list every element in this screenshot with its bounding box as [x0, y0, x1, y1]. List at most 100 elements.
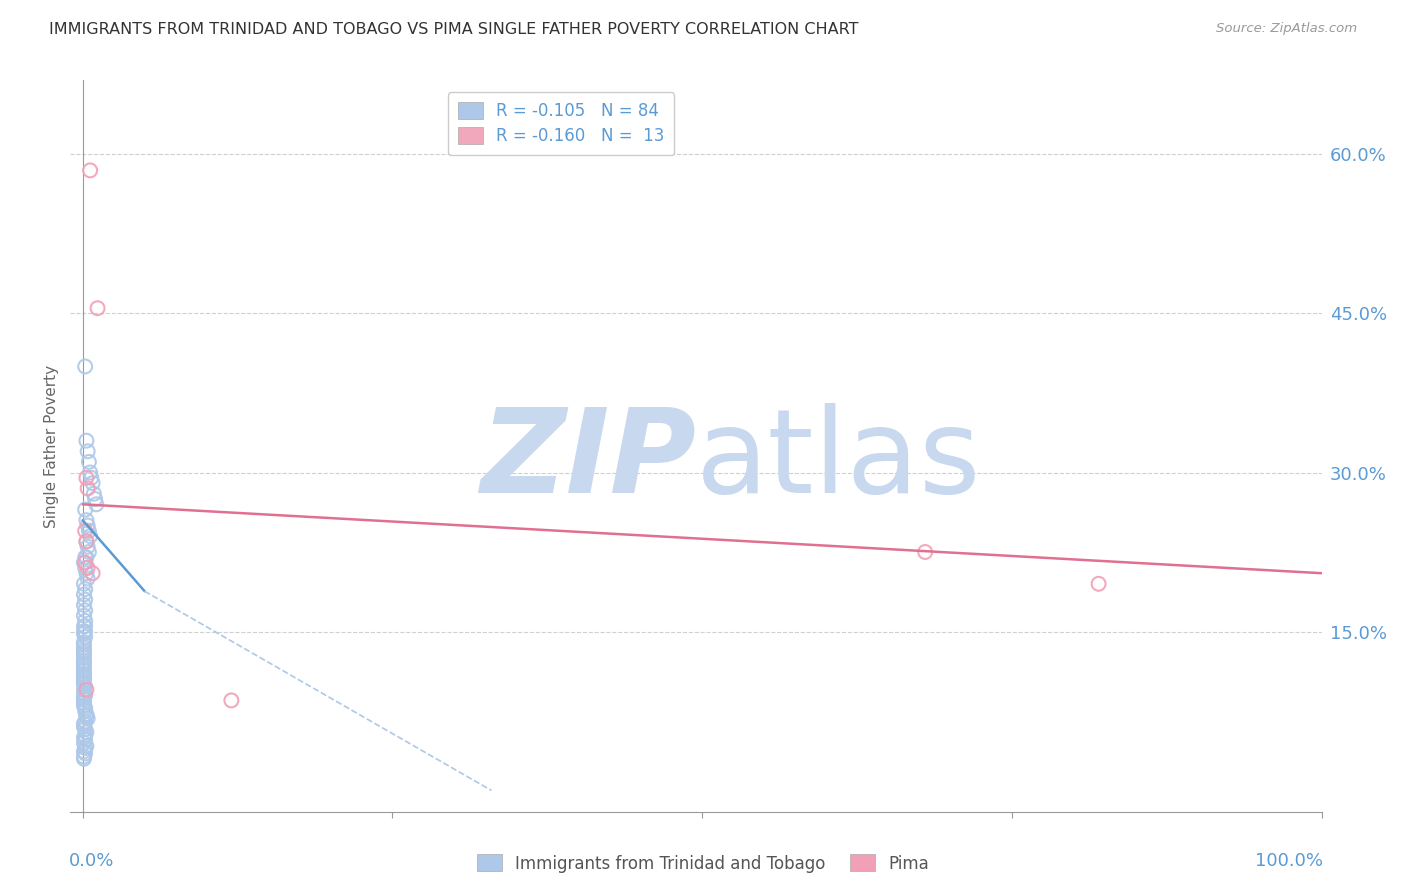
Point [75, 359, 97, 374]
Point [79, 163, 101, 178]
Point [73, 690, 96, 705]
Point [73, 673, 96, 688]
Point [75, 550, 97, 565]
Point [73, 624, 96, 639]
Point [75, 722, 97, 736]
Point [75, 682, 97, 697]
Point [73, 736, 96, 750]
Point [73, 643, 96, 657]
Point [73, 619, 96, 633]
Point [73, 671, 96, 685]
Point [75, 603, 97, 617]
Point [75, 592, 97, 607]
Point [73, 677, 96, 691]
Point [75, 725, 97, 739]
Point [75, 434, 97, 448]
Point [1087, 576, 1109, 591]
Point [79, 529, 101, 543]
Point [73, 662, 96, 676]
Point [73, 657, 96, 671]
Point [73, 720, 96, 734]
Point [73, 675, 96, 690]
Point [914, 545, 936, 559]
Point [75, 561, 97, 575]
Point [76, 482, 98, 496]
Point [73, 667, 96, 681]
Point [82, 476, 104, 491]
Point [75, 680, 97, 694]
Point [82, 566, 104, 581]
Text: ZIP: ZIP [479, 403, 696, 518]
Point [83, 486, 105, 500]
Point [84, 491, 107, 506]
Point [75, 704, 97, 718]
Point [73, 664, 96, 678]
Point [75, 741, 97, 756]
Text: 0.0%: 0.0% [69, 852, 114, 870]
Point [73, 651, 96, 665]
Point [75, 471, 97, 485]
Point [75, 619, 97, 633]
Point [76, 518, 98, 533]
Point [86, 497, 108, 511]
Point [75, 550, 97, 565]
Point [73, 731, 96, 745]
Point [75, 534, 97, 549]
Point [75, 502, 97, 516]
Point [73, 646, 96, 660]
Point [75, 739, 97, 753]
Point [73, 640, 96, 655]
Point [75, 728, 97, 742]
Point [73, 626, 96, 640]
Point [73, 608, 96, 623]
Text: atlas: atlas [696, 403, 981, 518]
Point [75, 624, 97, 639]
Point [76, 540, 98, 554]
Point [73, 752, 96, 766]
Y-axis label: Single Father Poverty: Single Father Poverty [44, 365, 59, 527]
Point [73, 658, 96, 673]
Point [73, 576, 96, 591]
Point [73, 648, 96, 662]
Point [73, 698, 96, 713]
Point [75, 630, 97, 644]
Point [73, 716, 96, 731]
Point [76, 711, 98, 725]
Point [79, 466, 101, 480]
Point [75, 614, 97, 628]
Point [73, 637, 96, 651]
Point [75, 688, 97, 702]
Point [77, 455, 100, 469]
Point [75, 556, 97, 570]
Point [76, 444, 98, 458]
Point [75, 534, 97, 549]
Point [75, 714, 97, 729]
Point [73, 556, 96, 570]
Point [73, 749, 96, 764]
Point [75, 747, 97, 761]
Point [75, 513, 97, 527]
Point [73, 682, 96, 697]
Point [77, 545, 100, 559]
Point [73, 598, 96, 612]
Legend: Immigrants from Trinidad and Tobago, Pima: Immigrants from Trinidad and Tobago, Pim… [470, 847, 936, 880]
Point [77, 524, 100, 538]
Point [73, 686, 96, 700]
Point [76, 561, 98, 575]
Point [76, 572, 98, 586]
Point [73, 654, 96, 668]
Point [75, 524, 97, 538]
Point [75, 709, 97, 723]
Point [221, 693, 243, 707]
Point [75, 582, 97, 596]
Point [75, 701, 97, 715]
Text: Source: ZipAtlas.com: Source: ZipAtlas.com [1216, 22, 1357, 36]
Point [73, 669, 96, 683]
Point [86, 301, 108, 316]
Text: 100.0%: 100.0% [1256, 852, 1323, 870]
Point [73, 587, 96, 601]
Point [75, 707, 97, 722]
Point [73, 696, 96, 710]
Legend: R = -0.105   N = 84, R = -0.160   N =  13: R = -0.105 N = 84, R = -0.160 N = 13 [447, 92, 675, 155]
Point [80, 471, 103, 485]
